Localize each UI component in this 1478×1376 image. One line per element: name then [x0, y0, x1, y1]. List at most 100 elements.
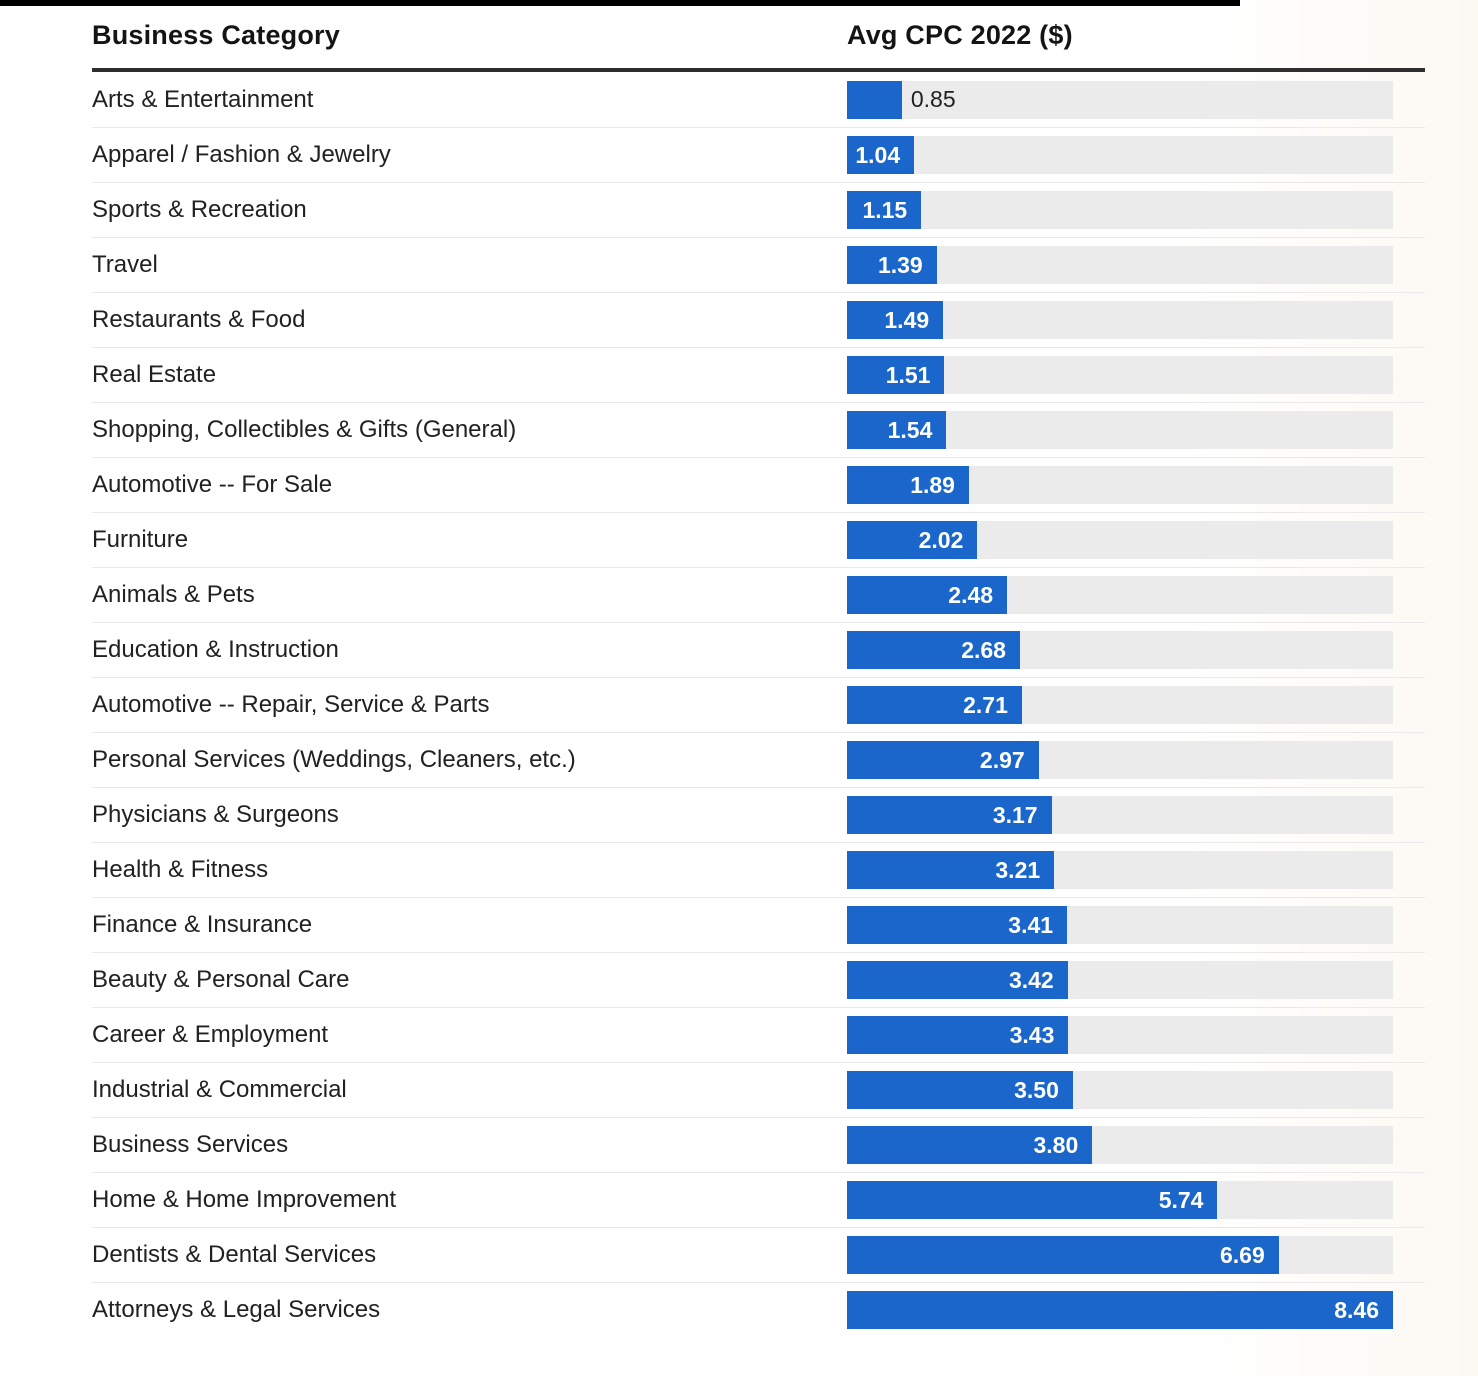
- value-bar: 3.80: [847, 1126, 1093, 1164]
- value-label: 3.41: [1008, 911, 1054, 938]
- category-label: Beauty & Personal Care: [92, 966, 350, 993]
- value-bar: 2.68: [847, 631, 1020, 669]
- value-bar: 5.74: [847, 1181, 1218, 1219]
- bar-cell: 3.80: [847, 1126, 1425, 1164]
- table-row: Sports & Recreation 1.15: [92, 182, 1425, 237]
- bar-track: 3.80: [847, 1126, 1393, 1164]
- value-bar: 2.97: [847, 741, 1039, 779]
- value-label: 0.85: [910, 86, 956, 112]
- bar-track: 1.54: [847, 411, 1393, 449]
- table-row: Business Services 3.80: [92, 1117, 1425, 1172]
- bar-cell: 2.02: [847, 521, 1425, 559]
- table-row: Industrial & Commercial 3.50: [92, 1062, 1425, 1117]
- value-bar: 3.50: [847, 1071, 1073, 1109]
- value-label: 1.54: [887, 416, 933, 443]
- bar-cell: 1.89: [847, 466, 1425, 504]
- table-row: Arts & Entertainment 0.85: [92, 72, 1425, 127]
- bar-track: 3.43: [847, 1016, 1393, 1054]
- bar-track: 8.46: [847, 1291, 1393, 1329]
- table-row: Health & Fitness 3.21: [92, 842, 1425, 897]
- column-header-avg-cpc: Avg CPC 2022 ($): [847, 20, 1073, 50]
- category-label: Arts & Entertainment: [92, 85, 314, 113]
- value-bar: 8.46: [847, 1291, 1393, 1329]
- value-bar: 3.17: [847, 796, 1052, 834]
- table-row: Personal Services (Weddings, Cleaners, e…: [92, 732, 1425, 787]
- table-body: Arts & Entertainment 0.85 Apparel / Fash…: [92, 72, 1425, 1337]
- value-label: 1.04: [855, 141, 901, 168]
- bar-cell: 1.15: [847, 191, 1425, 229]
- bar-cell: 5.74: [847, 1181, 1425, 1219]
- category-label: Personal Services (Weddings, Cleaners, e…: [92, 746, 576, 773]
- category-label: Home & Home Improvement: [92, 1186, 397, 1213]
- category-label: Attorneys & Legal Services: [92, 1296, 381, 1323]
- table-row: Travel 1.39: [92, 237, 1425, 292]
- bar-cell: 6.69: [847, 1236, 1425, 1274]
- bar-track: 0.85: [847, 80, 1393, 119]
- category-label: Real Estate: [92, 361, 217, 388]
- value-label: 2.68: [961, 636, 1006, 663]
- bar-cell: 1.51: [847, 356, 1425, 394]
- value-label: 2.71: [963, 691, 1008, 718]
- bar-track: 3.41: [847, 906, 1393, 944]
- value-bar: 1.15: [847, 191, 922, 229]
- value-label: 1.49: [884, 306, 930, 333]
- bar-track: 5.74: [847, 1181, 1393, 1219]
- value-bar: 3.42: [847, 961, 1068, 999]
- category-label: Animals & Pets: [92, 581, 255, 608]
- value-bar: 3.21: [847, 851, 1055, 889]
- category-label: Travel: [92, 251, 158, 278]
- bar-track: 6.69: [847, 1236, 1393, 1274]
- category-label: Shopping, Collectibles & Gifts (General): [92, 416, 517, 443]
- bar-cell: 3.41: [847, 906, 1425, 944]
- table-row: Automotive -- For Sale 1.89: [92, 457, 1425, 512]
- table-row: Shopping, Collectibles & Gifts (General)…: [92, 402, 1425, 457]
- top-edge-bar: [0, 0, 1240, 6]
- bar-cell: 3.21: [847, 851, 1425, 889]
- bar-track: 3.42: [847, 961, 1393, 999]
- value-label: 1.89: [910, 471, 955, 498]
- bar-cell: 2.97: [847, 741, 1425, 779]
- bar-track: 2.68: [847, 631, 1393, 669]
- table-row: Restaurants & Food 1.49: [92, 292, 1425, 347]
- value-label: 3.42: [1008, 966, 1054, 993]
- bar-track: 3.21: [847, 851, 1393, 889]
- table-row: Automotive -- Repair, Service & Parts 2.…: [92, 677, 1425, 732]
- bar-track: 3.50: [847, 1071, 1393, 1109]
- category-label: Automotive -- For Sale: [92, 471, 333, 498]
- category-label: Career & Employment: [92, 1021, 329, 1048]
- category-label: Automotive -- Repair, Service & Parts: [92, 691, 490, 718]
- value-label: 8.46: [1334, 1296, 1379, 1323]
- category-label: Business Services: [92, 1131, 289, 1158]
- bar-track: 1.39: [847, 246, 1393, 284]
- value-bar: 1.54: [847, 411, 947, 449]
- value-bar: 3.41: [847, 906, 1068, 944]
- value-label: 2.48: [948, 581, 994, 608]
- value-bar: 6.69: [847, 1236, 1279, 1274]
- value-label: 1.51: [885, 361, 931, 388]
- value-label: 3.50: [1014, 1076, 1059, 1103]
- bar-cell: 3.50: [847, 1071, 1425, 1109]
- category-label: Furniture: [92, 526, 189, 553]
- bar-cell: 3.17: [847, 796, 1425, 834]
- bar-track: 1.15: [847, 191, 1393, 229]
- category-label: Sports & Recreation: [92, 196, 307, 223]
- bar-track: 2.02: [847, 521, 1393, 559]
- value-label: 3.43: [1009, 1021, 1055, 1048]
- value-label: 2.02: [918, 526, 964, 553]
- bar-cell: 3.42: [847, 961, 1425, 999]
- category-label: Physicians & Surgeons: [92, 801, 339, 828]
- bar-track: 1.04: [847, 136, 1393, 174]
- category-label: Dentists & Dental Services: [92, 1241, 377, 1268]
- bar-cell: 2.48: [847, 576, 1425, 614]
- category-label: Apparel / Fashion & Jewelry: [92, 141, 391, 168]
- value-bar: 2.48: [847, 576, 1008, 614]
- value-bar: 1.39: [847, 246, 937, 284]
- bar-cell: 2.71: [847, 686, 1425, 724]
- table-row: Animals & Pets 2.48: [92, 567, 1425, 622]
- value-bar: [847, 80, 902, 119]
- value-label: 6.69: [1220, 1241, 1265, 1268]
- table-row: Beauty & Personal Care 3.42: [92, 952, 1425, 1007]
- bar-track: 1.89: [847, 466, 1393, 504]
- value-bar: 1.89: [847, 466, 969, 504]
- bar-cell: 2.68: [847, 631, 1425, 669]
